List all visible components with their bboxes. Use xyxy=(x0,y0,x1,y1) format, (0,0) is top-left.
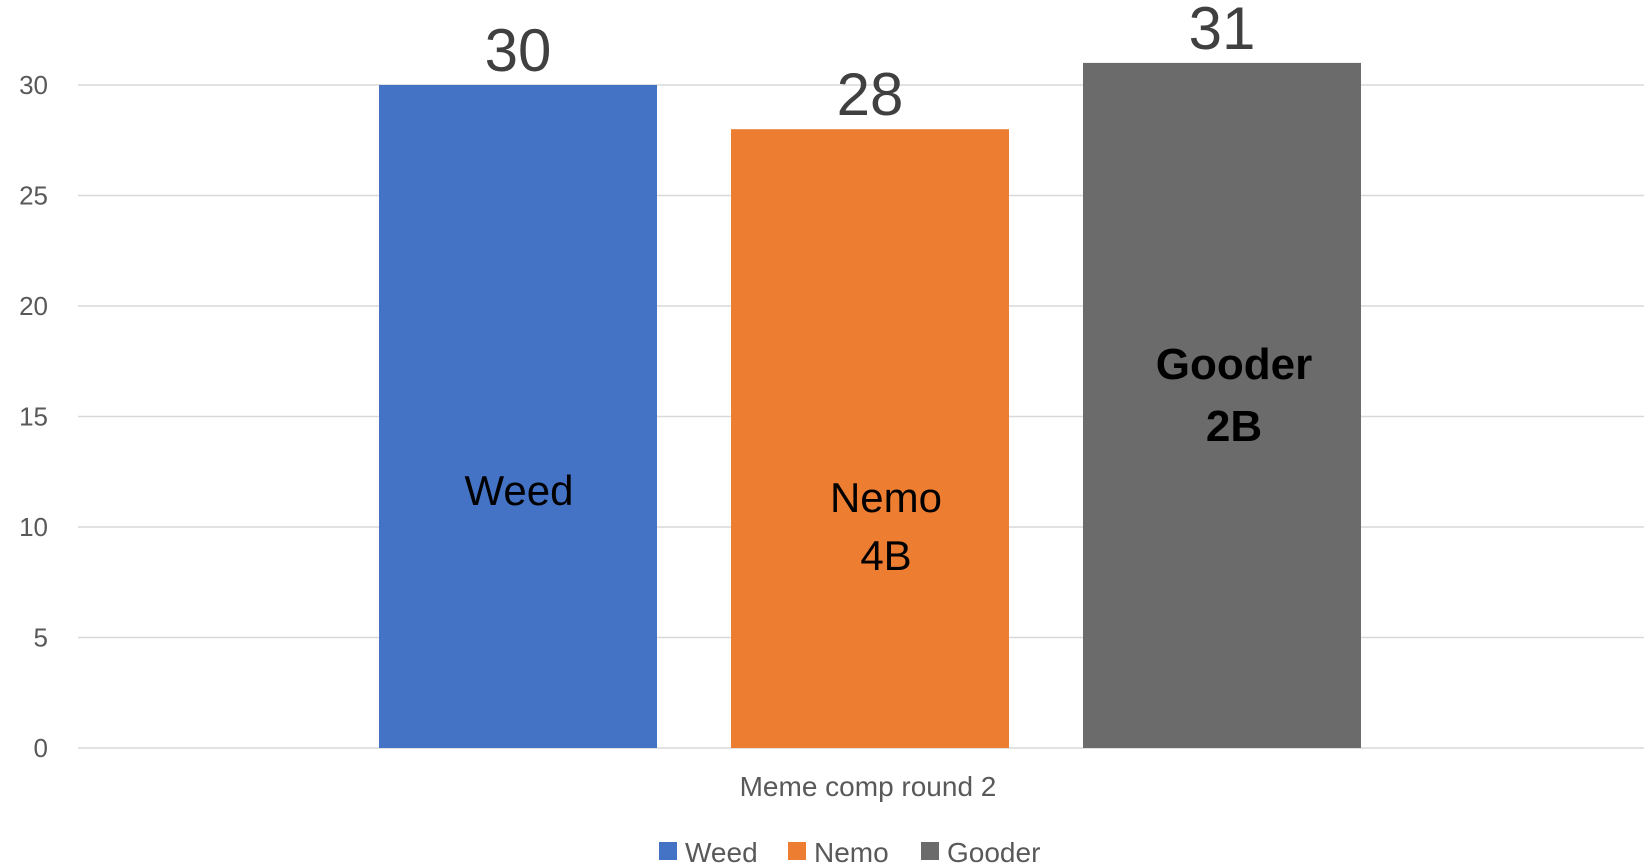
y-axis-ticks: 0 5 10 15 20 25 30 xyxy=(19,70,48,763)
y-tick-label: 0 xyxy=(34,733,48,763)
legend-label-nemo: Nemo xyxy=(814,837,889,865)
in-bar-labels: Weed Nemo 4B Gooder 2B xyxy=(465,340,1313,579)
y-tick-label: 10 xyxy=(19,512,48,542)
bar-nemo xyxy=(731,129,1009,748)
y-tick-label: 15 xyxy=(19,402,48,432)
y-tick-label: 5 xyxy=(34,623,48,653)
data-labels: 30 28 31 xyxy=(485,0,1256,128)
y-tick-label: 25 xyxy=(19,181,48,211)
bar-inner-label: Weed xyxy=(465,467,574,514)
category-label: Meme comp round 2 xyxy=(740,771,997,802)
data-label-nemo: 28 xyxy=(837,61,904,128)
legend-swatch-nemo xyxy=(788,842,806,860)
bar-gooder xyxy=(1083,62,1361,748)
bar-inner-label: 4B xyxy=(860,532,911,579)
y-tick-label: 20 xyxy=(19,291,48,321)
bar-inner-label: Nemo xyxy=(830,474,942,521)
bar-inner-label: Gooder xyxy=(1156,340,1312,389)
data-label-weed: 30 xyxy=(485,17,552,84)
legend-swatch-gooder xyxy=(921,842,939,860)
legend: Weed Nemo Gooder xyxy=(659,837,1040,865)
legend-label-gooder: Gooder xyxy=(947,837,1040,865)
bars xyxy=(379,62,1361,748)
bar-inner-label: 2B xyxy=(1206,402,1262,451)
legend-label-weed: Weed xyxy=(685,837,758,865)
bar-weed xyxy=(379,85,657,748)
legend-swatch-weed xyxy=(659,842,677,860)
data-label-gooder: 31 xyxy=(1189,0,1256,62)
y-tick-label: 30 xyxy=(19,70,48,100)
